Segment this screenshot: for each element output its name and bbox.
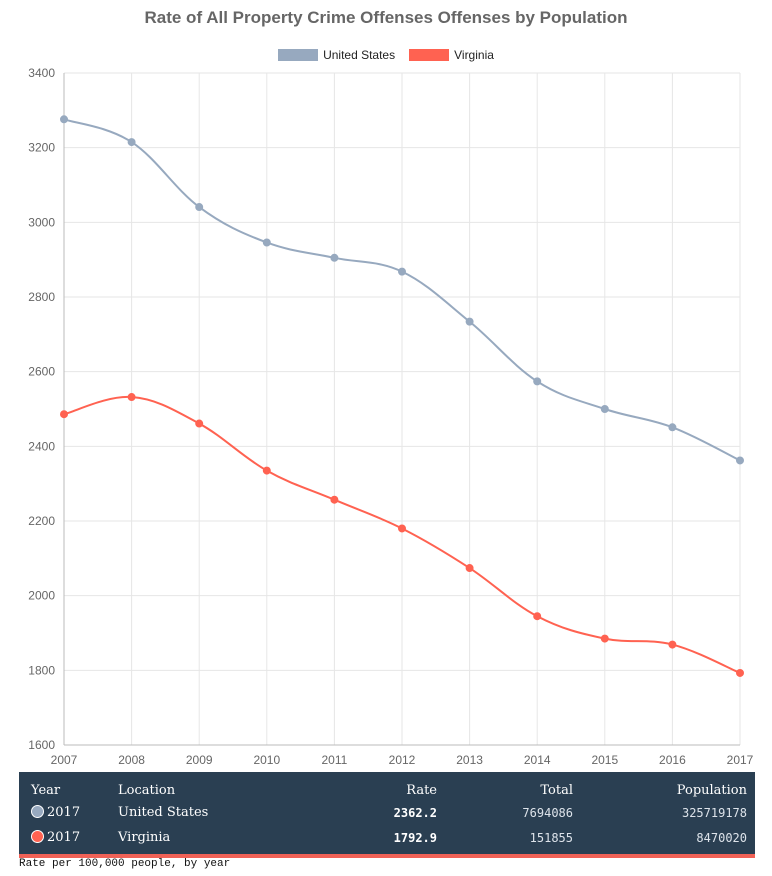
chart-legend: United States Virginia [0,48,772,62]
data-point-virginia [533,612,542,621]
row-year: 2017 [31,802,80,824]
x-tick-label: 2009 [186,753,213,767]
legend-item-united-states[interactable]: United States [278,48,395,62]
table-header-row: Year Location Rate Total Population [19,780,755,802]
data-point-united-states [60,115,68,124]
row-location: Virginia [118,830,171,845]
x-tick-label: 2015 [591,753,618,767]
y-tick-label: 3000 [28,215,55,229]
data-point-virginia [195,419,204,428]
row-rate: 2362.2 [393,806,437,820]
header-year: Year [31,783,61,798]
series-dot-icon [31,830,44,843]
data-point-virginia [398,524,406,533]
y-tick-label: 2600 [28,365,55,379]
data-point-united-states [465,317,474,326]
data-point-united-states [668,423,677,432]
row-rate: 1792.9 [393,831,437,845]
y-tick-label: 1800 [28,663,55,677]
row-location: United States [118,805,209,820]
data-point-united-states [533,377,542,386]
data-point-virginia [330,495,339,504]
data-point-virginia [60,410,68,419]
header-total: Total [540,783,573,798]
data-point-virginia [127,393,136,402]
row-year-value: 2017 [47,830,81,845]
header-location: Location [118,783,176,798]
x-tick-label: 2014 [524,753,551,767]
y-tick-label: 2200 [28,514,55,528]
x-tick-label: 2010 [253,753,280,767]
data-point-united-states [262,238,271,247]
series-dot-icon [31,805,44,818]
row-year: 2017 [31,827,80,849]
row-total: 151855 [529,831,573,845]
row-total: 7694086 [522,806,573,820]
x-tick-label: 2016 [659,753,686,767]
data-point-united-states [398,267,406,276]
table-row: 2017 United States 2362.2 7694086 325719… [19,802,755,824]
y-tick-label: 2000 [28,589,55,603]
data-point-united-states [600,405,609,413]
y-tick-label: 1600 [28,738,55,752]
y-tick-label: 3200 [28,141,55,155]
y-tick-label: 3400 [28,66,55,80]
data-point-virginia [465,564,474,573]
data-point-virginia [600,634,609,643]
data-point-united-states [127,138,136,147]
table-row: 2017 Virginia 1792.9 151855 8470020 [19,827,755,849]
x-tick-label: 2008 [118,753,145,767]
data-point-united-states [330,253,339,262]
data-point-virginia [668,640,677,649]
x-tick-label: 2007 [51,753,78,767]
data-point-virginia [736,668,744,677]
legend-label-united-states: United States [323,48,396,62]
data-point-united-states [736,456,744,465]
legend-swatch-virginia [409,49,450,61]
data-table: Year Location Rate Total Population 2017… [19,772,755,858]
row-year-value: 2017 [47,805,81,820]
legend-item-virginia[interactable]: Virginia [409,48,494,62]
chart-title: Rate of All Property Crime Offenses Offe… [144,8,628,27]
data-point-united-states [195,203,204,212]
header-population: Population [676,783,747,798]
line-chart: 1600 1800 2000 2200 2400 2600 2800 3000 3200 3400… [28,66,754,767]
legend-swatch-united-states [278,49,319,61]
x-tick-label: 2017 [727,753,754,767]
footnote: Rate per 100,000 people, by year [19,858,231,870]
y-tick-label: 2400 [28,439,55,453]
header-rate: Rate [406,783,437,798]
x-tick-label: 2012 [389,753,416,767]
data-point-virginia [262,466,271,475]
x-tick-label: 2011 [321,753,347,767]
legend-label-virginia: Virginia [454,48,494,62]
x-tick-label: 2013 [456,753,483,767]
y-tick-label: 2800 [28,290,55,304]
row-population: 325719178 [681,806,747,820]
row-population: 8470020 [696,831,747,845]
